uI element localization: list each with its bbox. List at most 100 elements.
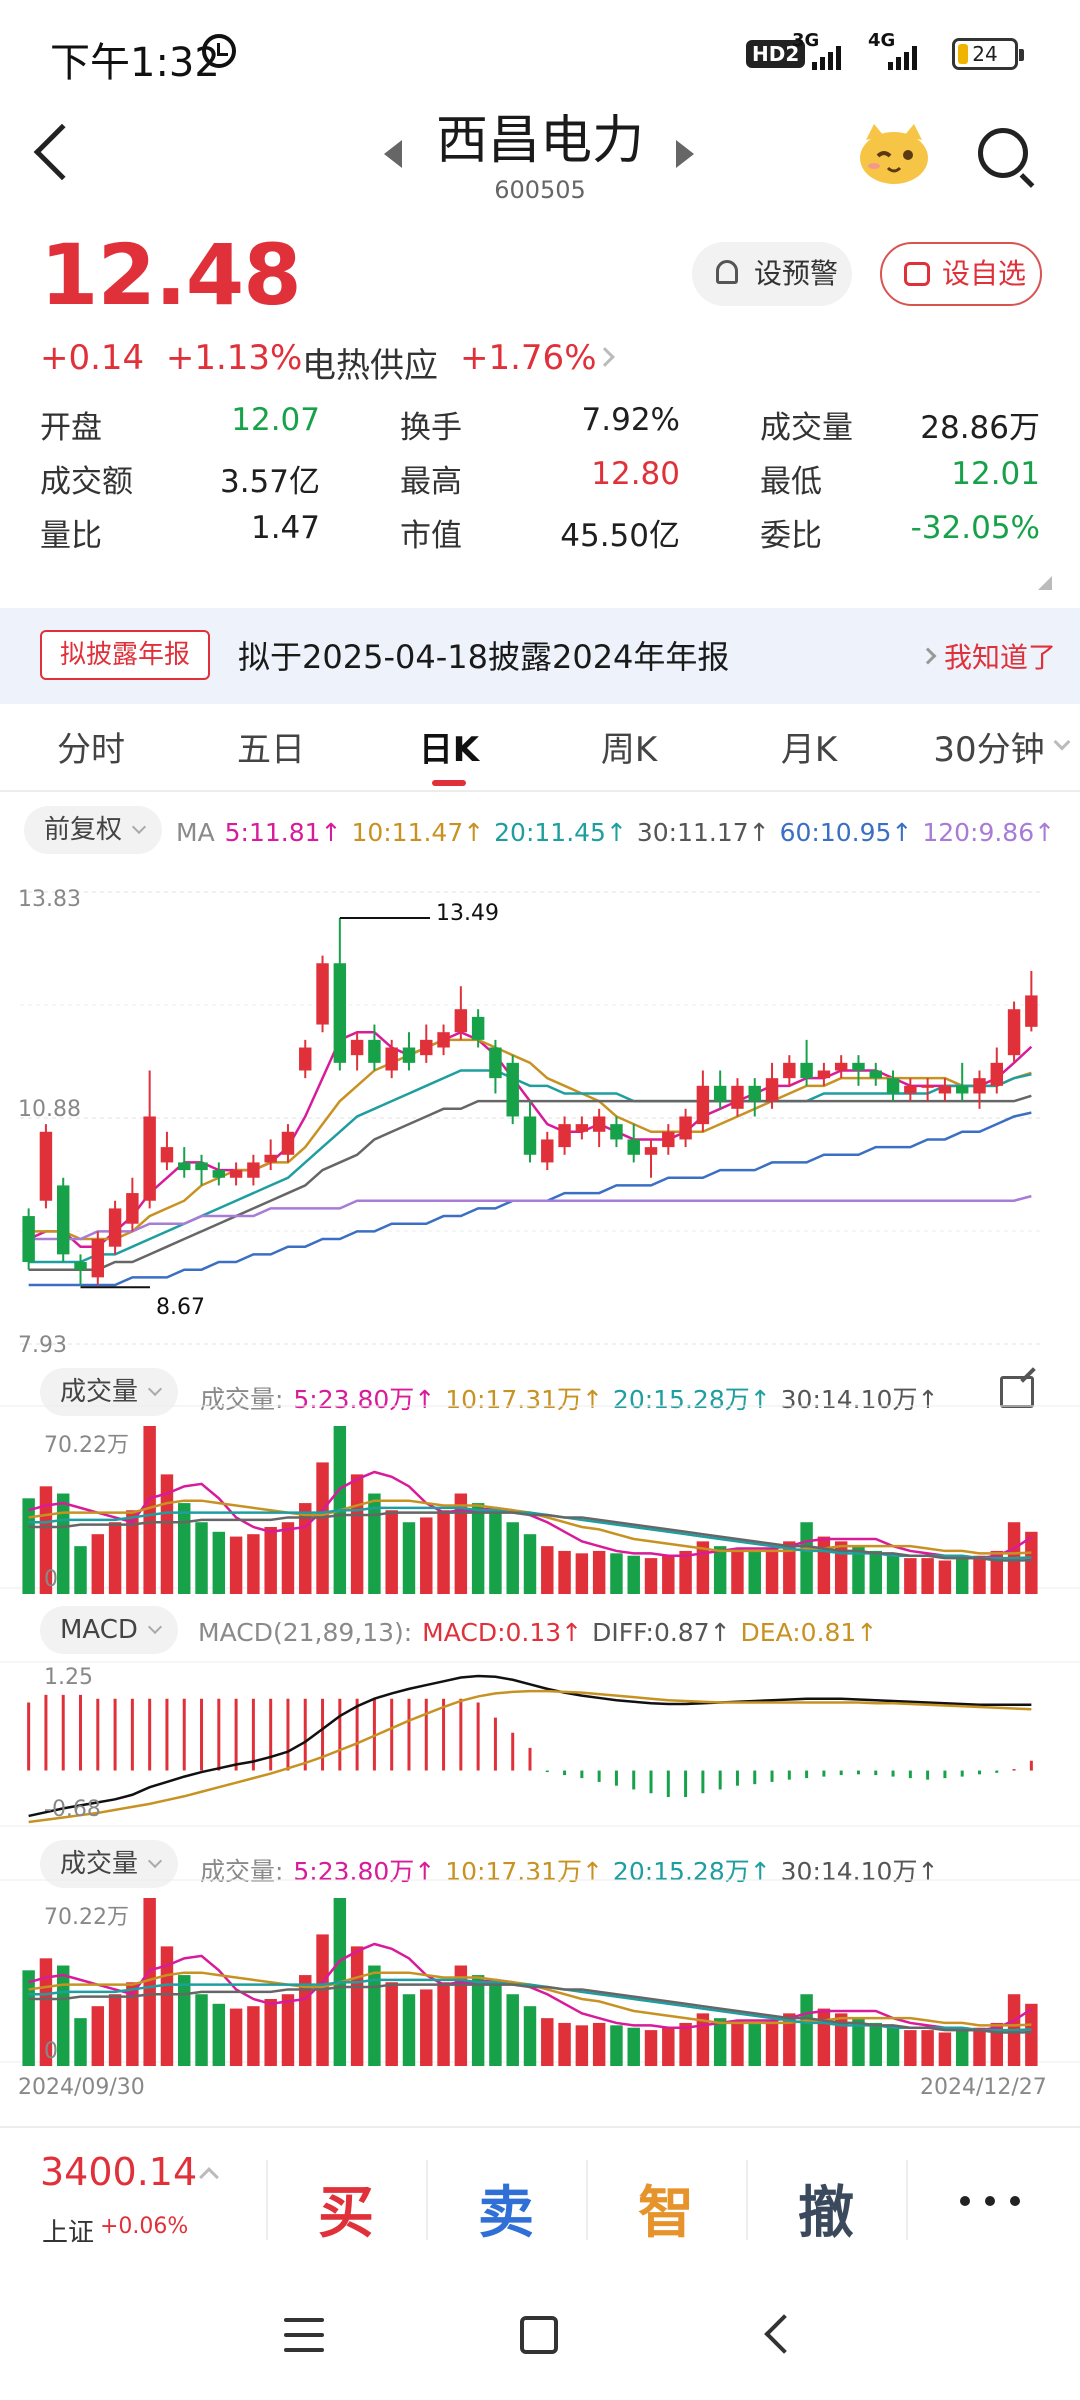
candle	[454, 1009, 468, 1033]
candle	[886, 1078, 900, 1094]
notice-text: 拟于2025-04-18披露2024年年报	[238, 638, 730, 676]
add-watchlist-button[interactable]: 设自选	[880, 242, 1042, 306]
sector-change[interactable]: +1.76%	[460, 338, 597, 378]
volume-bar	[904, 1558, 917, 1594]
volume-bar	[264, 1999, 277, 2066]
candle	[817, 1070, 831, 1079]
candle	[264, 1154, 277, 1163]
ma120-value: 120:9.86↑	[922, 818, 1056, 847]
search-icon[interactable]	[978, 128, 1028, 178]
volume-bar	[126, 1982, 139, 2066]
tab-daily-k[interactable]: 日K	[418, 730, 480, 770]
buy-button[interactable]: 买	[318, 2181, 374, 2246]
vol-ma5-value: 5:23.80万↑	[293, 1857, 436, 1886]
macd-axis-top: 1.25	[44, 1665, 93, 1690]
volume-bar	[195, 1994, 208, 2066]
smart-button[interactable]: 智	[638, 2181, 694, 2246]
prev-stock-icon[interactable]	[384, 140, 402, 168]
candle	[869, 1070, 882, 1079]
candle	[247, 1162, 260, 1178]
volume-axis-bottom: 0	[44, 1567, 58, 1592]
volume-bar	[56, 1965, 70, 2066]
volume-axis-bottom: 0	[44, 2039, 58, 2064]
price-change: +0.14 +1.13%	[40, 338, 302, 378]
cancel-order-button[interactable]: 撤	[798, 2181, 854, 2246]
volume-bar	[143, 1898, 156, 2066]
macd-selector[interactable]: MACD	[40, 1606, 178, 1654]
back-icon[interactable]	[33, 123, 91, 181]
volume-bar	[713, 2018, 727, 2066]
volume-bar	[679, 2022, 692, 2066]
expand-corner-icon[interactable]	[1038, 576, 1052, 590]
candle	[731, 1085, 744, 1109]
candle	[955, 1085, 969, 1094]
nav-back-icon[interactable]	[764, 2314, 804, 2354]
alarm-icon	[202, 34, 236, 68]
ma-lines	[28, 1030, 1033, 1287]
next-stock-icon[interactable]	[676, 140, 694, 168]
volume-bar	[489, 1510, 502, 1594]
tab-five-day[interactable]: 五日	[237, 730, 305, 770]
more-icon[interactable]	[960, 2196, 1020, 2210]
sector-name[interactable]: 电热供应	[302, 346, 438, 386]
chevron-right-icon[interactable]	[595, 347, 615, 367]
tab-monthly-k[interactable]: 月K	[780, 730, 838, 770]
notice-dismiss-button[interactable]: 我知道了	[944, 641, 1057, 674]
volume-bar	[938, 1560, 952, 1594]
price-axis-top: 13.83	[18, 887, 81, 912]
chevron-up-icon[interactable]	[199, 2167, 219, 2187]
candle	[195, 1162, 208, 1171]
volume-bar	[765, 1548, 779, 1594]
volume-bar	[817, 2008, 831, 2066]
set-alert-button[interactable]: 设预警	[692, 242, 852, 306]
volume-bar	[731, 1548, 744, 1594]
volume-bar	[178, 1975, 191, 2066]
candle	[541, 1139, 554, 1163]
volume-bar	[299, 1503, 312, 1594]
index-change[interactable]: +0.06%	[100, 2214, 189, 2239]
volume-bar	[886, 1555, 900, 1594]
active-tab-indicator	[432, 780, 466, 786]
kline-chart[interactable]: 13.83 10.88 7.93 13.49 8.67 70.22万 0 1.2…	[0, 876, 1080, 2100]
nav-menu-icon[interactable]	[284, 2318, 324, 2352]
status-bar: 下午1:32 HD2 3G 4G 24	[0, 0, 1080, 100]
volume-bar	[869, 1550, 882, 1594]
candle	[22, 1216, 35, 1263]
volume-ma30-line	[28, 1511, 1032, 1562]
adjust-selector[interactable]: 前复权	[24, 806, 163, 854]
macd-bars	[27, 1674, 1033, 1824]
volume-bar	[644, 1558, 658, 1594]
index-price[interactable]: 3400.14	[40, 2150, 198, 2194]
candle	[644, 1147, 658, 1155]
volume-bar	[195, 1522, 208, 1594]
index-name[interactable]: 上证	[42, 2218, 95, 2248]
candle	[229, 1170, 243, 1178]
nav-home-icon[interactable]	[520, 2316, 558, 2354]
tab-intraday[interactable]: 分时	[57, 730, 125, 770]
volume-bar	[39, 1486, 53, 1594]
volume-selector[interactable]: 成交量	[40, 1368, 179, 1416]
candle	[921, 1085, 934, 1088]
candle	[592, 1116, 606, 1132]
stat-value: 1.47	[250, 510, 320, 546]
candle	[489, 1047, 502, 1079]
volume-axis-top: 70.22万	[44, 1905, 129, 1930]
candle	[696, 1085, 710, 1125]
date-start: 2024/09/30	[18, 2075, 145, 2100]
candle	[299, 1047, 312, 1071]
chevron-down-icon[interactable]	[1053, 733, 1071, 751]
candle	[973, 1078, 986, 1094]
notice-tag: 拟披露年报	[40, 630, 211, 680]
divider	[266, 2160, 268, 2240]
volume-bar	[800, 1994, 813, 2066]
ma120-line	[28, 1194, 1032, 1241]
tab-30min[interactable]: 30分钟	[933, 730, 1045, 770]
sell-button[interactable]: 卖	[478, 2181, 534, 2246]
volume-ma30-line	[28, 1983, 1032, 2034]
tab-weekly-k[interactable]: 周K	[600, 730, 658, 770]
candle	[420, 1039, 433, 1056]
mascot-icon[interactable]	[856, 118, 932, 188]
volume-bar	[852, 2018, 865, 2066]
candle	[74, 1262, 87, 1270]
candle	[662, 1131, 675, 1148]
